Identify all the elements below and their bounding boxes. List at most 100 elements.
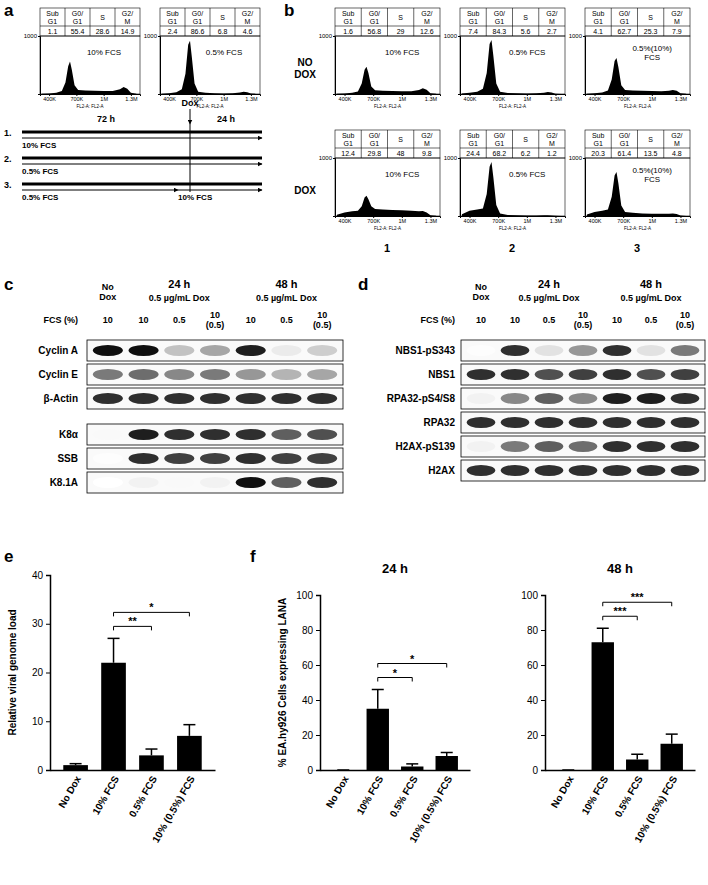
- row-label: SSB: [57, 453, 78, 464]
- band: [467, 369, 496, 380]
- tick: 100: [296, 590, 320, 601]
- media-arrow: [178, 190, 262, 191]
- table-rule: [611, 8, 612, 36]
- blot-strip: [461, 436, 705, 457]
- tick: 0: [37, 765, 50, 776]
- event-label: Dox: [181, 98, 198, 108]
- error-cap: [145, 748, 157, 750]
- plot-frame: [585, 158, 690, 216]
- error-cap: [666, 733, 678, 735]
- blot-strip: [87, 388, 343, 409]
- tick-label: 1.3M: [425, 218, 438, 224]
- tick: 1000: [24, 33, 40, 39]
- stats-table: [160, 8, 260, 36]
- text-line: 10: [139, 315, 149, 325]
- stats-table: [585, 130, 690, 158]
- bar: [177, 736, 202, 770]
- table-value: 62.7: [618, 28, 632, 35]
- stats-table: [585, 8, 690, 36]
- table-rule: [611, 130, 612, 158]
- bar: [101, 663, 126, 770]
- row-label: β-Actin: [44, 393, 78, 404]
- tick: 1M: [220, 94, 228, 102]
- text-line: G0/: [494, 132, 505, 139]
- blot-strip: [87, 424, 343, 445]
- histogram-title: 0.5%(10%)FCS: [632, 43, 672, 61]
- table-value: 7.9: [672, 28, 682, 35]
- table-value: 20.3: [591, 150, 605, 157]
- row-label: NBS1-pS343: [396, 345, 456, 356]
- row-number: 1.: [4, 128, 12, 138]
- tick: 10% FCS: [579, 774, 610, 817]
- text-line: (0.5): [676, 320, 695, 330]
- y-axis: 1000: [444, 155, 461, 216]
- table-value: 56.8: [368, 28, 382, 35]
- plot-marks: [337, 196, 436, 216]
- table-rule: [486, 130, 487, 158]
- plot-marks: [562, 628, 683, 770]
- tick-label: 80: [302, 625, 314, 636]
- histogram-panel: SubG11.6G0/G156.8S29G2/M12.6400K700K1M1.…: [319, 8, 441, 109]
- tick: 0: [532, 765, 545, 776]
- group-time: 48 h: [640, 278, 662, 290]
- table-header: G2/M: [242, 10, 253, 25]
- error-bar: [441, 753, 453, 757]
- table-value: 1.1: [48, 28, 58, 35]
- group-time: 24 h: [168, 278, 190, 290]
- table-value: 4.8: [672, 150, 682, 157]
- x-axis: 400K700K1M1.3M: [461, 94, 566, 102]
- tick-mark: [46, 770, 50, 771]
- fcs-value: 10: [476, 315, 486, 325]
- tick-label: 400K: [589, 96, 602, 102]
- y-axis: 1000: [569, 33, 586, 94]
- table-header: SubG1: [342, 10, 355, 25]
- error-stem: [671, 734, 673, 744]
- table-header: G0/G1: [494, 132, 505, 147]
- table-value: 29: [397, 28, 405, 35]
- tick: 700K: [367, 94, 380, 102]
- band: [671, 393, 700, 404]
- table-value: 4.6: [243, 28, 253, 35]
- band: [569, 441, 598, 452]
- band: [501, 417, 530, 428]
- tick-label: 1.3M: [550, 218, 563, 224]
- text-line: Sub: [166, 10, 179, 17]
- plot-frame: [460, 36, 565, 94]
- tick-mark: [316, 630, 320, 631]
- fcs-label: FCS (%): [421, 315, 456, 325]
- row-label: H2AX-pS139: [396, 441, 456, 452]
- band: [671, 369, 700, 380]
- table-value: 29.8: [368, 150, 382, 157]
- band: [236, 345, 266, 356]
- tick-mark: [46, 673, 50, 674]
- text-line: S: [398, 136, 403, 143]
- axis-line: [46, 576, 51, 771]
- tick-label: 1.3M: [125, 96, 138, 102]
- tick-mark: [38, 36, 40, 37]
- tick-label: 40: [32, 570, 44, 581]
- fcs-value: 10(0.5): [206, 310, 225, 330]
- histogram-panel: SubG17.4G0/G184.3S5.6G2/M2.7400K700K1M1.…: [444, 8, 566, 109]
- table-header: S: [398, 136, 403, 143]
- table-rule: [486, 8, 487, 36]
- tick-label: 0.5% FCS: [127, 774, 159, 819]
- table-header: G0/G1: [494, 10, 505, 25]
- tick: 400K: [339, 216, 352, 224]
- histogram-area: [162, 41, 257, 94]
- tick-label: 80: [527, 625, 539, 636]
- tick: No Dox: [56, 774, 83, 810]
- band: [164, 477, 194, 488]
- tick-label: 400K: [43, 96, 56, 102]
- histogram-title: 10% FCS: [87, 48, 121, 57]
- axis-line: [458, 37, 461, 95]
- tick-label: 1000: [24, 33, 38, 39]
- table-rule: [90, 8, 91, 36]
- band: [236, 369, 266, 380]
- plot-marks: [42, 62, 137, 94]
- tick-label: 100: [521, 590, 538, 601]
- stats-table: [335, 8, 440, 36]
- table-header: G0/G1: [192, 10, 203, 25]
- band: [637, 465, 666, 476]
- table-header: G2/M: [546, 132, 557, 147]
- text-line: G1: [620, 17, 629, 24]
